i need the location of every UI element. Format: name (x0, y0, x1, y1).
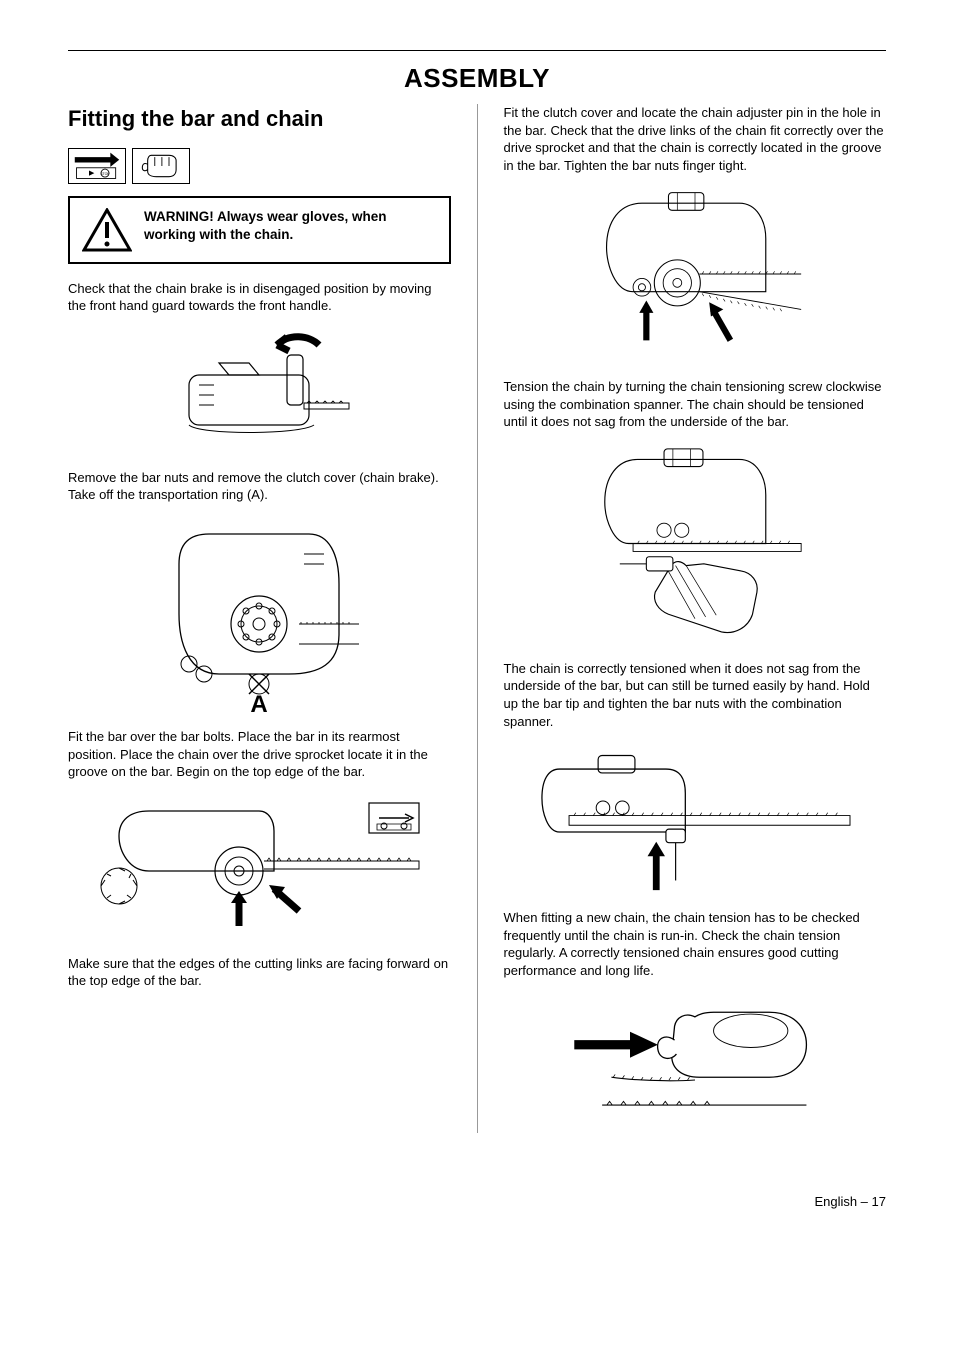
page-footer: English – 17 (68, 1193, 886, 1211)
figure-bar-fit (68, 791, 451, 941)
para: Fit the clutch cover and locate the chai… (504, 104, 887, 174)
stop-arrow-icon: STOP (68, 148, 126, 184)
warning-text: WARNING! Always wear gloves, when workin… (144, 208, 437, 244)
svg-text:STOP: STOP (100, 172, 110, 176)
page-title: ASSEMBLY (68, 61, 886, 96)
figure-hand-guard (68, 325, 451, 455)
figure-glove-chain (504, 989, 887, 1119)
para: When fitting a new chain, the chain tens… (504, 909, 887, 979)
figure-tighten (504, 740, 887, 895)
para: The chain is correctly tensioned when it… (504, 660, 887, 730)
para: Remove the bar nuts and remove the clutc… (68, 469, 451, 504)
section-heading: Fitting the bar and chain (68, 104, 451, 134)
right-column: Fit the clutch cover and locate the chai… (504, 104, 887, 1133)
column-divider (477, 104, 478, 1133)
label-a: A (251, 691, 268, 714)
para: Check that the chain brake is in disenga… (68, 280, 451, 315)
warning-box: WARNING! Always wear gloves, when workin… (68, 196, 451, 264)
icon-row: STOP (68, 148, 451, 184)
figure-clutch-cover: A (68, 514, 451, 714)
two-column-layout: Fitting the bar and chain STOP (68, 104, 886, 1133)
glove-icon (132, 148, 190, 184)
para: Tension the chain by turning the chain t… (504, 378, 887, 431)
left-column: Fitting the bar and chain STOP (68, 104, 451, 1133)
figure-clutch-fit (504, 184, 887, 364)
top-rule (68, 50, 886, 51)
para: Fit the bar over the bar bolts. Place th… (68, 728, 451, 781)
figure-tension (504, 441, 887, 646)
warning-triangle-icon (82, 208, 132, 252)
para: Make sure that the edges of the cutting … (68, 955, 451, 990)
